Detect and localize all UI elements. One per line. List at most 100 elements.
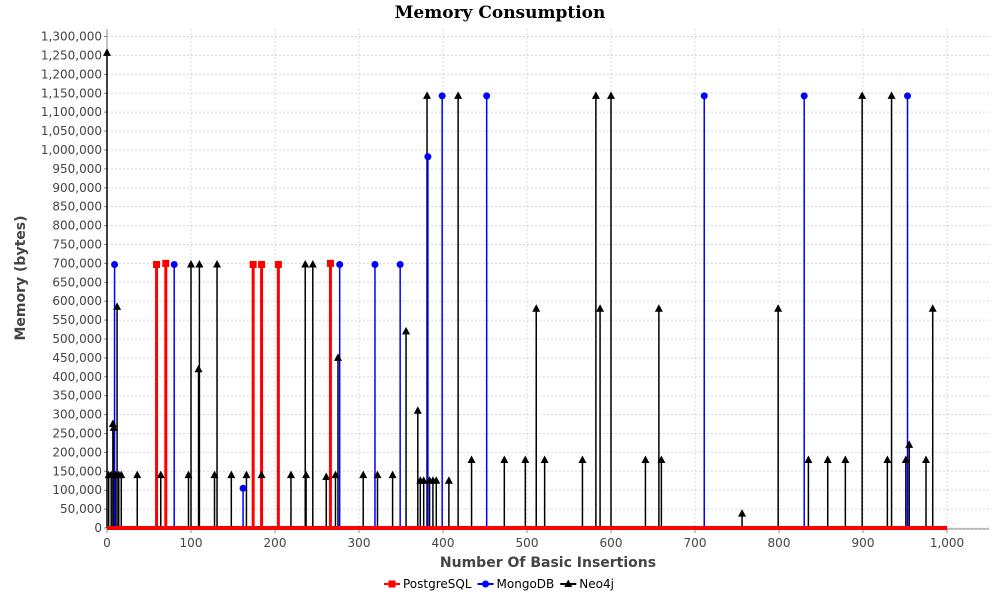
neo4j-point <box>774 304 783 312</box>
mongodb-point <box>336 261 344 269</box>
neo4j-point <box>578 455 587 463</box>
neo4j-point <box>388 470 397 479</box>
neo4j-point <box>596 304 605 312</box>
x-tick-label: 0 <box>103 536 111 550</box>
postgresql-point <box>258 261 266 269</box>
y-tick-label: 250,000 <box>52 426 102 440</box>
neo4j-point <box>883 455 892 463</box>
neo4j-point <box>413 406 422 414</box>
neo4j-point <box>467 455 476 463</box>
x-tick-label: 800 <box>768 536 791 550</box>
y-tick-label: 500,000 <box>52 332 102 346</box>
y-tick-label: 800,000 <box>52 219 102 233</box>
neo4j-point <box>194 364 203 373</box>
x-tick-label: 600 <box>600 536 623 550</box>
legend: PostgreSQL MongoDB Neo4j <box>384 577 614 591</box>
neo4j-point <box>928 304 937 312</box>
x-tick-label: 300 <box>348 536 371 550</box>
neo4j-point <box>359 470 368 479</box>
y-tick-label: 300,000 <box>52 408 102 422</box>
mongodb-point <box>239 484 247 492</box>
y-tick-label: 750,000 <box>52 237 102 251</box>
neo4j-point <box>184 470 193 479</box>
neo4j-point <box>905 440 914 448</box>
y-axis-label: Memory (bytes) <box>13 215 29 340</box>
neo4j-point <box>156 470 165 479</box>
neo4j-point <box>654 304 663 312</box>
mongodb-point <box>371 261 379 269</box>
neo4j-point <box>133 470 142 479</box>
mongodb-point <box>800 92 808 100</box>
y-tick-label: 1,100,000 <box>41 105 102 119</box>
neo4j-point <box>419 476 428 484</box>
mongodb-point <box>904 92 912 100</box>
neo4j-point <box>302 470 311 479</box>
y-tick-label: 900,000 <box>52 181 102 195</box>
neo4j-point <box>532 304 541 312</box>
neo4j-point <box>373 470 382 479</box>
neo4j-point <box>423 91 432 99</box>
neo4j-point <box>402 326 411 335</box>
neo4j-point <box>607 91 615 99</box>
y-tick-label: 1,150,000 <box>41 86 102 100</box>
neo4j-point <box>901 455 910 463</box>
y-tick-label: 100,000 <box>52 483 102 497</box>
neo4j-point <box>195 260 204 268</box>
x-tick-label: 200 <box>264 536 287 550</box>
x-tick-label: 400 <box>432 536 455 550</box>
y-tick-label: 1,000,000 <box>41 143 102 157</box>
y-tick-label: 1,300,000 <box>41 30 102 44</box>
y-tick-label: 50,000 <box>60 502 102 516</box>
y-tick-label: 650,000 <box>52 275 102 289</box>
neo4j-point <box>444 476 453 484</box>
neo4j-point <box>257 470 266 479</box>
mongodb-point <box>170 261 178 269</box>
neo4j-point <box>227 470 236 479</box>
y-tick-label: 350,000 <box>52 389 102 403</box>
neo4j-legend-marker <box>564 579 573 587</box>
neo4j-point <box>922 455 930 463</box>
neo4j-point <box>210 470 219 479</box>
mongodb-legend-marker <box>482 580 490 588</box>
neo4j-point <box>521 455 530 463</box>
mongodb-point <box>396 261 404 269</box>
y-tick-label: 1,050,000 <box>41 124 102 138</box>
neo4j-point <box>804 455 813 463</box>
neo4j-point <box>213 260 222 268</box>
mongodb-legend-label: MongoDB <box>497 577 555 591</box>
x-tick-label: 100 <box>180 536 203 550</box>
x-tick-label: 900 <box>852 536 875 550</box>
neo4j-point <box>657 455 666 463</box>
neo4j-point <box>591 91 600 99</box>
y-tick-label: 200,000 <box>52 445 102 459</box>
neo4j-point <box>109 423 118 431</box>
x-axis-label: Number Of Basic Insertions <box>440 555 656 571</box>
y-tick-label: 400,000 <box>52 370 102 384</box>
neo4j-point <box>858 91 867 99</box>
postgresql-legend-label: PostgreSQL <box>403 577 472 591</box>
y-tick-label: 550,000 <box>52 313 102 327</box>
neo4j-legend-label: Neo4j <box>579 577 614 591</box>
neo4j-point <box>108 419 117 428</box>
neo4j-point <box>117 470 126 479</box>
postgresql-legend-marker <box>388 580 396 588</box>
data-layer <box>103 48 947 530</box>
postgresql-point <box>162 259 170 267</box>
neo4j-point <box>308 260 317 268</box>
y-tick-label: 450,000 <box>52 351 102 365</box>
neo4j-point <box>334 353 342 361</box>
neo4j-point <box>432 476 441 484</box>
neo4j-point <box>887 91 896 99</box>
neo4j-point <box>113 302 122 310</box>
x-tick-label: 700 <box>684 536 707 550</box>
x-tick-label: 500 <box>516 536 539 550</box>
neo4j-point <box>641 455 650 463</box>
plot-area <box>107 29 989 528</box>
neo4j-point <box>331 470 340 479</box>
y-tick-label: 1,200,000 <box>41 67 102 81</box>
neo4j-point <box>286 470 295 479</box>
mongodb-point <box>111 261 119 269</box>
neo4j-point <box>301 260 310 268</box>
neo4j-point <box>540 455 549 463</box>
postgresql-point <box>153 261 161 269</box>
